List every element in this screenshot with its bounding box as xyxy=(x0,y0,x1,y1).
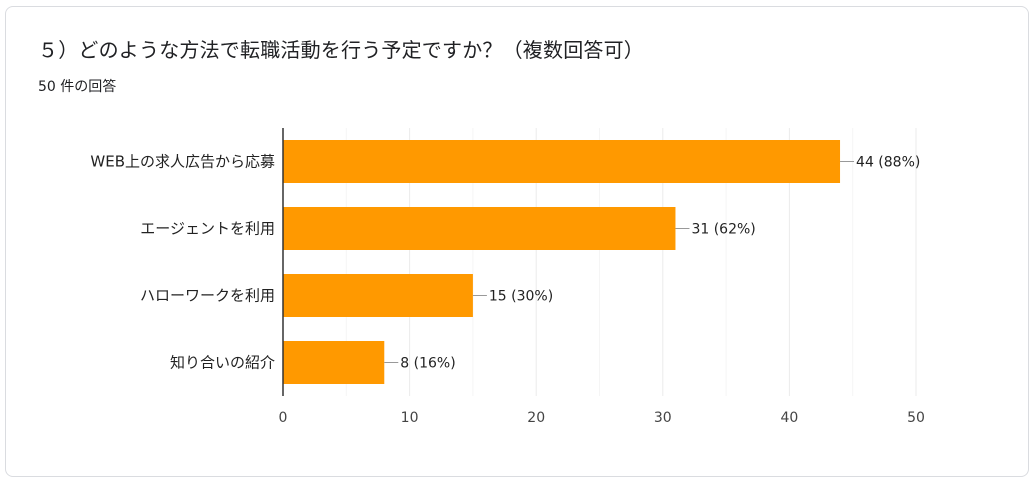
category-label: エージェントを利用 xyxy=(140,220,275,238)
bar xyxy=(283,207,676,250)
x-tick-label: 0 xyxy=(279,410,288,426)
question-title: ５）どのような方法で転職活動を行う予定ですか？（複数回答可） xyxy=(38,38,644,62)
x-tick-label: 20 xyxy=(527,410,545,426)
response-count: 50 件の回答 xyxy=(38,79,117,95)
data-label: 15 (30%) xyxy=(489,289,553,305)
bar xyxy=(283,140,841,183)
bar xyxy=(283,274,473,317)
data-label: 31 (62%) xyxy=(691,222,755,238)
bar xyxy=(283,341,385,384)
x-tick-label: 50 xyxy=(907,410,925,426)
x-tick-label: 40 xyxy=(780,410,798,426)
category-label: 知り合いの紹介 xyxy=(170,354,275,372)
data-label: 8 (16%) xyxy=(400,356,455,372)
category-label: WEB上の求人広告から応募 xyxy=(90,153,275,171)
x-tick-label: 30 xyxy=(654,410,672,426)
data-label: 44 (88%) xyxy=(856,155,920,171)
category-label: ハローワークを利用 xyxy=(140,287,275,305)
x-tick-label: 10 xyxy=(401,410,419,426)
